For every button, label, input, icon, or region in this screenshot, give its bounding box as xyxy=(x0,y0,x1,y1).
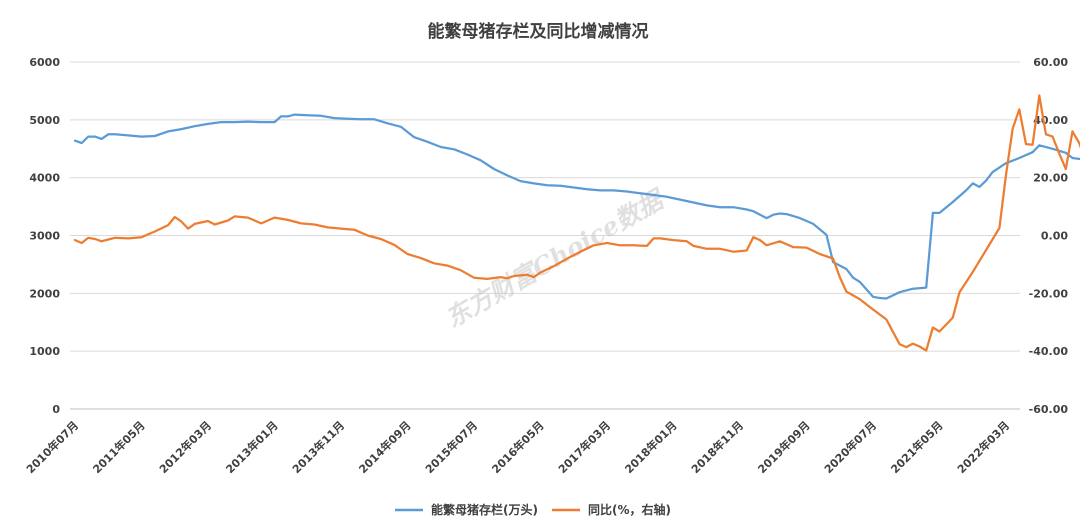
y-right-tick-label: 60.00 xyxy=(1033,56,1068,69)
right-y-axis: -60.00 -40.00 -20.00 0.00 20.00 40.00 60.00 xyxy=(1029,56,1069,416)
x-tick-label: 2018年01月 xyxy=(622,418,680,476)
x-tick-label: 2014年09月 xyxy=(356,418,414,476)
series-line-2 xyxy=(73,94,1080,352)
x-tick-label: 2011年05月 xyxy=(90,418,148,476)
legend-label: 能繁母猪存栏(万头) xyxy=(431,502,538,517)
y-right-tick-label: 0.00 xyxy=(1041,230,1068,243)
y-right-tick-label: 40.00 xyxy=(1033,114,1068,127)
y-left-tick-label: 5000 xyxy=(29,114,60,127)
y-right-tick-label: -40.00 xyxy=(1029,345,1069,358)
y-right-tick-label: -60.00 xyxy=(1029,403,1069,416)
x-tick-label: 2016年05月 xyxy=(489,418,547,476)
series-layer xyxy=(73,94,1080,352)
x-tick-label: 2012年03月 xyxy=(156,418,214,476)
series-line-1 xyxy=(73,113,1080,300)
y-left-tick-label: 3000 xyxy=(29,230,60,243)
gridlines xyxy=(70,61,1020,410)
x-tick-label: 2013年01月 xyxy=(223,418,281,476)
x-tick-label: 2019年09月 xyxy=(755,418,813,476)
left-y-axis: 0 1000 2000 3000 4000 5000 6000 xyxy=(29,56,60,416)
x-tick-label: 2020年07月 xyxy=(821,418,879,476)
y-left-tick-label: 4000 xyxy=(29,172,60,185)
y-left-tick-label: 6000 xyxy=(29,56,60,69)
x-tick-label: 2018年11月 xyxy=(688,418,746,476)
x-tick-label: 2013年11月 xyxy=(289,418,347,476)
x-tick-label: 2015年07月 xyxy=(422,418,480,476)
x-axis: 2010年07月 2011年05月 2012年03月 2013年01月 2013年11月… xyxy=(23,408,1020,476)
y-left-tick-label: 1000 xyxy=(29,345,60,358)
watermark: 东方财富Choice数据 xyxy=(441,183,671,333)
legend-label: 同比(%，右轴) xyxy=(588,502,671,517)
legend: 能繁母猪存栏(万头) 同比(%，右轴) xyxy=(395,502,671,517)
y-left-tick-label: 2000 xyxy=(29,287,60,300)
x-tick-label: 2017年03月 xyxy=(555,418,613,476)
y-right-tick-label: -20.00 xyxy=(1029,287,1069,300)
y-left-tick-label: 0 xyxy=(52,403,60,416)
x-tick-label: 2021年05月 xyxy=(888,418,946,476)
x-tick-label: 2010年07月 xyxy=(23,418,81,476)
y-right-tick-label: 20.00 xyxy=(1033,172,1068,185)
x-tick-label: 2022年03月 xyxy=(954,418,1012,476)
chart-title: 能繁母猪存栏及同比增减情况 xyxy=(428,21,649,42)
